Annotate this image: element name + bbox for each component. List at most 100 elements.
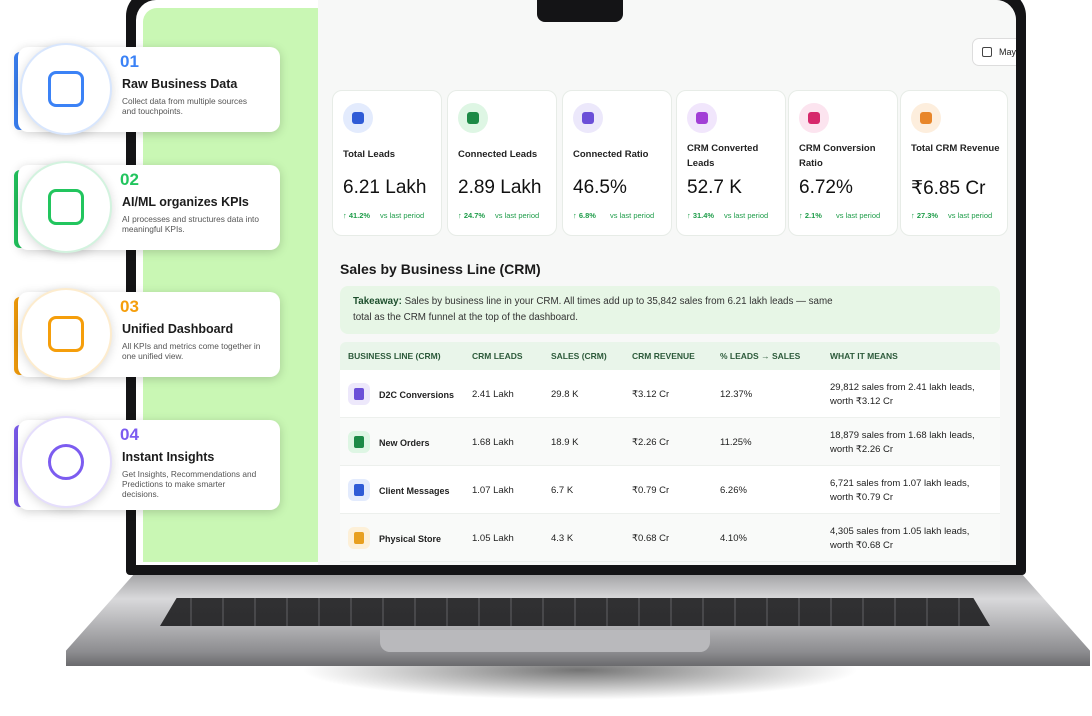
kpi-compare: vs last period [380, 211, 425, 220]
step-description: Get Insights, Recommendations and Predic… [122, 469, 257, 499]
kpi-change: ↑ 31.4% [687, 211, 715, 220]
row-cell: 6.7 K [551, 485, 574, 496]
step-title: Raw Business Data [122, 77, 238, 91]
row-cell: 11.25% [720, 437, 752, 448]
row-icon-glyph [354, 532, 364, 544]
date-range: May 14 - May 20, 2024 [999, 47, 1016, 57]
step-title: Instant Insights [122, 450, 215, 464]
step-icon [20, 161, 112, 253]
table-row [340, 418, 1000, 466]
kpi-change: ↑ 27.3% [911, 211, 939, 220]
row-cell: 4.10% [720, 533, 747, 544]
business-line: Client Messages [379, 486, 450, 496]
takeaway-label: Takeaway: [353, 296, 402, 307]
camera-notch [537, 0, 623, 22]
takeaway-text: Sales by business line in your CRM. All … [353, 296, 833, 323]
kpi-card: CRM Converted Leads 52.7 K ↑ 31.4% vs last … [676, 90, 786, 236]
row-cell: 2.41 Lakh [472, 389, 514, 400]
kpi-icon [687, 103, 717, 133]
table-header: CRM LEADS [472, 351, 523, 361]
kpi-compare: vs last period [724, 211, 769, 220]
takeaway: Takeaway: Sales by business line in your… [353, 294, 853, 326]
table-row [340, 514, 1000, 562]
kpi-icon [343, 103, 373, 133]
row-cell: 1.05 Lakh [472, 533, 514, 544]
row-cell: 1.07 Lakh [472, 485, 514, 496]
kpi-icon [911, 103, 941, 133]
row-icon-glyph [354, 484, 364, 496]
kpi-value: 46.5% [573, 177, 627, 198]
table-header: SALES (CRM) [551, 351, 607, 361]
date-picker[interactable]: May 14 - May 20, 2024 [972, 38, 1016, 66]
step-description: Collect data from multiple sources and t… [122, 96, 247, 116]
calendar-icon [982, 47, 992, 57]
kpi-card: Total Leads 6.21 Lakh ↑ 41.2% vs last perio… [332, 90, 442, 236]
step-icon-glyph [48, 189, 84, 225]
row-cell: 6.26% [720, 485, 747, 496]
kpi-icon-glyph [582, 112, 594, 124]
row-meaning: 29,812 sales from 2.41 lakh leads, worth… [830, 382, 975, 407]
step-description: All KPIs and metrics come together in on… [122, 341, 261, 361]
step-number: 02 [120, 170, 139, 189]
table-header: WHAT IT MEANS [830, 351, 898, 361]
table-row [340, 370, 1000, 418]
kpi-compare: vs last period [836, 211, 881, 220]
row-cell: 18.9 K [551, 437, 579, 448]
row-cell: 4.3 K [551, 533, 574, 544]
step-number: 01 [120, 52, 139, 71]
row-icon [348, 383, 370, 405]
section-title: Sales by Business Line (CRM) [340, 261, 541, 277]
row-icon-glyph [354, 388, 364, 400]
kpi-icon-glyph [696, 112, 708, 124]
step-icon [20, 416, 112, 508]
step-description: AI processes and structures data into me… [122, 214, 259, 234]
takeaway-box: Takeaway: Sales by business line in your… [340, 286, 1000, 334]
step-icon-glyph [48, 444, 84, 480]
row-icon [348, 479, 370, 501]
row-cell: 1.68 Lakh [472, 437, 514, 448]
kpi-label: CRM Conversion Ratio [799, 143, 876, 169]
trackpad [380, 630, 710, 652]
kpi-compare: vs last period [610, 211, 655, 220]
row-meaning: 4,305 sales from 1.05 lakh leads, worth … [830, 526, 970, 551]
row-icon [348, 431, 370, 453]
row-icon-glyph [354, 436, 364, 448]
row-icon [348, 527, 370, 549]
kpi-card: Total CRM Revenue ₹6.85 Cr ↑ 27.3% vs last … [900, 90, 1008, 236]
step-title: AI/ML organizes KPIs [122, 195, 249, 209]
kpi-value: ₹6.85 Cr [911, 178, 986, 199]
kpi-icon-glyph [467, 112, 479, 124]
business-line: New Orders [379, 438, 430, 448]
table-header: % LEADS → SALES [720, 351, 801, 361]
table-header-row [340, 342, 1000, 370]
step-icon [20, 288, 112, 380]
kpi-icon [573, 103, 603, 133]
kpi-icon-glyph [352, 112, 364, 124]
kpi-value: 6.21 Lakh [343, 177, 427, 198]
kpi-icon-glyph [920, 112, 932, 124]
kpi-icon [799, 103, 829, 133]
kpi-change: ↑ 24.7% [458, 211, 486, 220]
kpi-compare: vs last period [948, 211, 993, 220]
kpi-change: ↑ 2.1% [799, 211, 822, 220]
row-meaning: 6,721 sales from 1.07 lakh leads, worth … [830, 478, 970, 503]
kpi-value: 2.89 Lakh [458, 177, 542, 198]
kpi-change: ↑ 6.8% [573, 211, 596, 220]
kpi-card: CRM Conversion Ratio 6.72% ↑ 2.1% vs last p… [788, 90, 898, 236]
table-header: CRM REVENUE [632, 351, 695, 361]
step-icon-glyph [48, 316, 84, 352]
kpi-label: Connected Leads [458, 149, 538, 160]
row-cell: 12.37% [720, 389, 753, 400]
kpi-label: Connected Ratio [573, 149, 649, 160]
row-cell: 29.8 K [551, 389, 579, 400]
keyboard [160, 598, 990, 626]
kpi-card: Connected Ratio 46.5% ↑ 6.8% vs last period [562, 90, 672, 236]
kpi-value: 52.7 K [687, 177, 742, 198]
row-cell: ₹0.79 Cr [632, 485, 670, 496]
step-number: 04 [120, 425, 139, 444]
step-title: Unified Dashboard [122, 322, 234, 336]
kpi-label: CRM Converted Leads [687, 143, 759, 169]
kpi-value: 6.72% [799, 177, 853, 198]
dashboard: May 14 - May 20, 2024 Total Leads 6.21 Lak… [318, 0, 1016, 565]
